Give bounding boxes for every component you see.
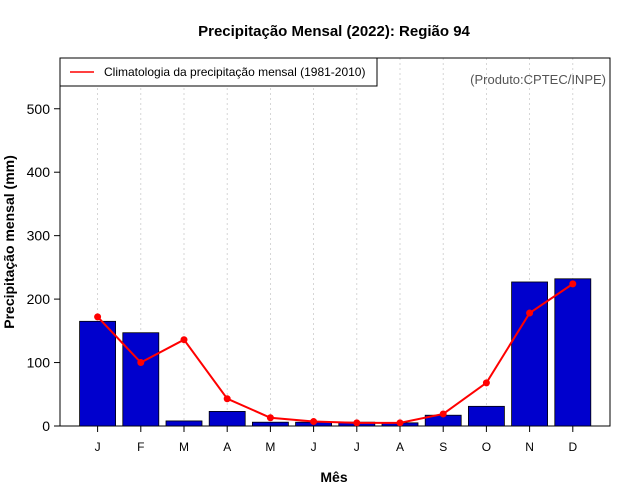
x-tick-label: O [482, 440, 491, 454]
climatology-point [526, 309, 534, 317]
climatology-point [310, 418, 318, 426]
climatology-line [96, 283, 574, 424]
bar-d [554, 278, 592, 427]
x-tick-label: J [311, 440, 317, 454]
x-tick-label: J [95, 440, 101, 454]
bar-m [251, 421, 289, 427]
legend: Climatologia da precipitação mensal (198… [59, 57, 378, 87]
climatology-point [569, 280, 577, 288]
climatology-point [396, 419, 404, 427]
climatology-point [266, 414, 274, 422]
climatology-series [94, 280, 577, 427]
x-tick-label: A [223, 440, 231, 454]
chart-title: Precipitação Mensal (2022): Região 94 [198, 23, 470, 40]
x-tick-label: J [354, 440, 360, 454]
climatology-point [94, 313, 102, 321]
x-axis-title: Mês [320, 469, 347, 485]
bar-a [208, 411, 246, 427]
bar-o [467, 405, 505, 427]
x-tick-label: A [396, 440, 404, 454]
y-axis: 0 100 200 300 400 500 [27, 101, 60, 434]
x-tick-label: M [179, 440, 189, 454]
y-tick-label: 100 [27, 355, 51, 371]
bars [79, 278, 592, 427]
climatology-point [482, 379, 490, 387]
y-tick-label: 400 [27, 164, 51, 180]
y-tick-label: 300 [27, 228, 51, 244]
bar-m [165, 420, 203, 427]
climatology-point [353, 419, 361, 427]
x-tick-label: N [525, 440, 534, 454]
y-tick-label: 0 [42, 418, 50, 434]
climatology-point [439, 410, 447, 418]
y-tick-label: 500 [27, 101, 51, 117]
y-tick-label: 200 [27, 291, 51, 307]
x-tick-label: D [568, 440, 577, 454]
climatology-point [137, 359, 145, 367]
grid-lines [97, 58, 574, 426]
bar-f [122, 332, 160, 427]
bar-j [79, 320, 116, 427]
legend-label: Climatologia da precipitação mensal (198… [104, 65, 365, 79]
y-axis-title: Precipitação mensal (mm) [1, 155, 17, 329]
climatology-point [180, 336, 188, 344]
x-tick-label: F [137, 440, 144, 454]
legend-box [59, 57, 378, 87]
credit-text: (Produto:CPTEC/INPE) [470, 72, 606, 87]
x-tick-label: M [265, 440, 275, 454]
climatology-point [223, 395, 231, 403]
x-tick-label: S [439, 440, 447, 454]
